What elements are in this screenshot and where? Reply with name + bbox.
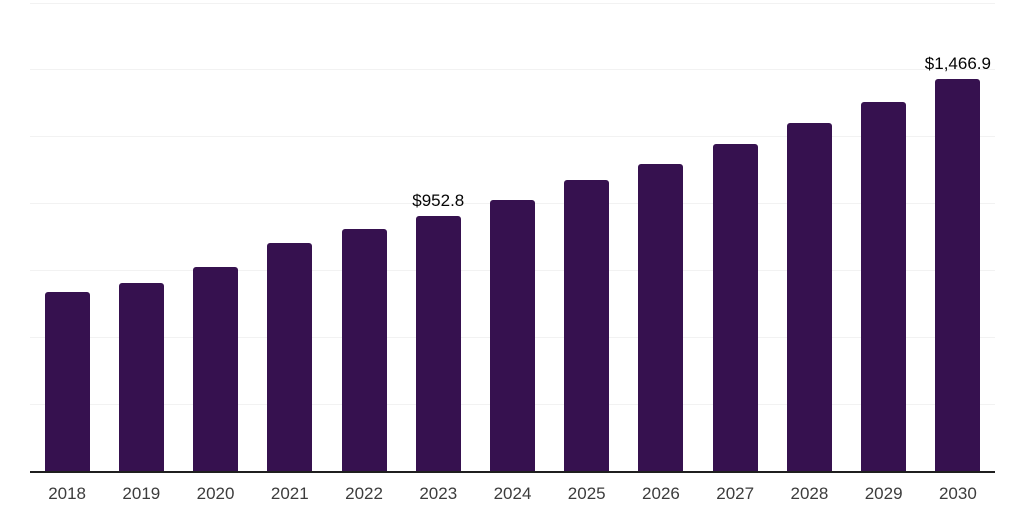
x-tick-label: 2030 [938, 484, 977, 503]
x-tick-label: 2022 [345, 484, 383, 503]
x-tick-label: 2029 [864, 484, 903, 503]
bar-2028 [786, 123, 832, 471]
gridline [30, 136, 995, 138]
x-axis-line [30, 471, 995, 473]
x-tick-label: 2026 [642, 484, 680, 503]
x-tick-label: 2020 [196, 484, 235, 503]
x-tick-label: 2025 [567, 484, 606, 503]
bar-2027 [712, 144, 758, 471]
bar-2025 [564, 180, 610, 471]
x-tick-label: 2019 [122, 484, 161, 503]
bar-value-label: $1,466.9 [924, 53, 991, 73]
x-tick-label: 2018 [48, 484, 87, 503]
bar-2023 [415, 216, 461, 471]
bar-2022 [341, 228, 387, 471]
bar-2021 [267, 243, 313, 471]
gridline [30, 69, 995, 71]
bar-value-label: $952.8 [412, 191, 465, 211]
gridline [30, 2, 995, 4]
bar-2026 [638, 164, 684, 471]
x-tick-label: 2023 [419, 484, 458, 503]
bar-2020 [193, 267, 239, 471]
x-tick-label: 2027 [716, 484, 755, 503]
bar-2029 [861, 101, 907, 471]
plot-area: $952.8 $1,466.9 [30, 2, 995, 473]
x-tick-label: 2028 [790, 484, 829, 503]
x-tick-label: 2021 [270, 484, 309, 503]
bar-2019 [118, 283, 164, 471]
bar-2018 [44, 292, 90, 471]
x-axis-labels: 2018 2019 2020 2021 2022 2023 2024 2025 2026 2027… [30, 484, 995, 508]
x-tick-label: 2024 [493, 484, 532, 503]
bar-2024 [490, 199, 535, 471]
bar-2030 [935, 78, 981, 471]
